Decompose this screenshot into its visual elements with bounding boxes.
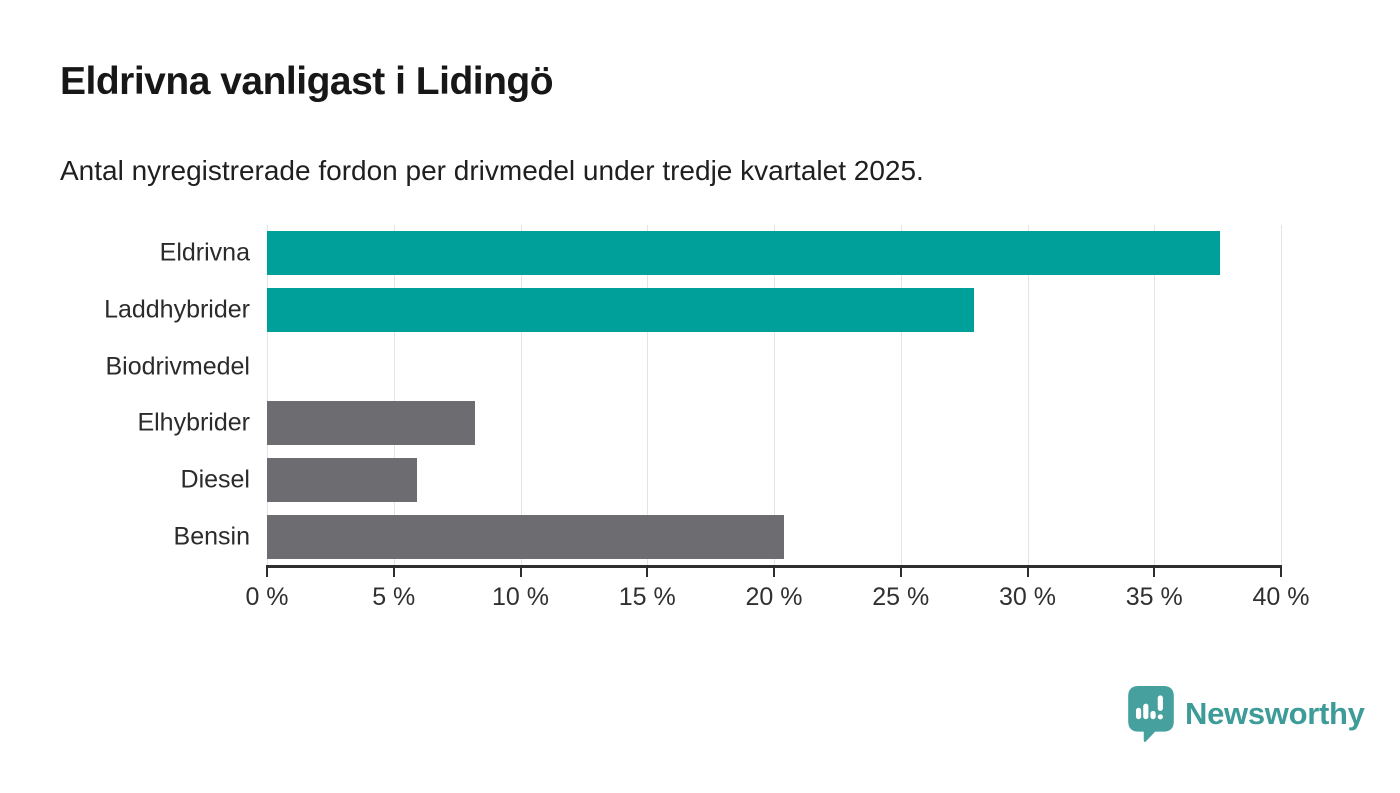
x-axis-tick-label: 35 % [1125,583,1183,611]
x-axis-tick-25 [899,568,902,577]
newsworthy-wordmark: Newsworthy [1185,696,1365,731]
x-axis-tick-20 [773,568,775,577]
gridline-5 [393,225,395,565]
x-axis-tick-label: 0 % [245,583,289,611]
gridline-40 [1281,225,1282,565]
bar-diesel [267,457,417,502]
bar-elhybrider [267,401,475,446]
chart-title: Eldrivna vanligast i Lidingö [60,60,554,103]
bar-bensin [267,514,785,559]
chart-row-laddhybrider: Laddhybrider [104,282,1281,339]
x-axis-tick-label: 15 % [618,583,676,611]
x-axis-tick-label: 25 % [872,583,930,611]
plot-area: Eldrivna Laddhybrider Biodrivmedel Elhybrid… [104,225,1309,611]
category-label: Eldrivna [159,238,250,267]
gridline-20 [774,225,775,565]
x-axis-tick-30 [1026,568,1029,577]
x-axis-tick-0 [266,568,268,577]
newsworthy-bubble-chart-icon [1128,686,1174,742]
chart-row-bensin: Bensin [174,508,1281,565]
gridline-35 [1154,225,1156,565]
chart-row-biodrivmedel: Biodrivmedel [105,338,1281,395]
gridline-10 [520,225,522,565]
chart-row-elhybrider: Elhybrider [137,395,1281,452]
gridline-15 [647,225,649,565]
category-label: Elhybrider [137,408,250,437]
bar-eldrivna [267,231,1221,276]
bar-laddhybrider [267,287,975,332]
gridline-30 [1027,225,1029,565]
x-axis-tick-label: 30 % [999,583,1056,611]
x-axis-tick-10 [519,568,522,577]
category-label: Bensin [173,522,250,551]
chart-row-diesel: Diesel [181,452,1281,509]
category-label: Biodrivmedel [105,352,250,381]
x-axis-tick-label: 10 % [492,583,549,611]
x-axis-tick-35 [1153,568,1156,577]
x-axis-tick-label: 5 % [372,583,416,611]
x-axis-tick-5 [392,568,395,577]
chart-row-eldrivna: Eldrivna [160,225,1281,282]
gridline-0 [267,225,268,565]
category-label: Laddhybrider [104,295,250,324]
x-axis-line [266,565,1282,568]
newsworthy-logo: Newsworthy [1128,686,1365,742]
x-axis-tick-label: 40 % [1252,583,1310,611]
x-axis-tick-40 [1280,568,1282,577]
category-label: Diesel [180,465,250,494]
chart-subtitle: Antal nyregistrerade fordon per drivmede… [60,155,924,186]
gridline-25 [900,225,902,565]
x-axis-tick-15 [646,568,649,577]
x-axis-tick-label: 20 % [745,583,803,611]
